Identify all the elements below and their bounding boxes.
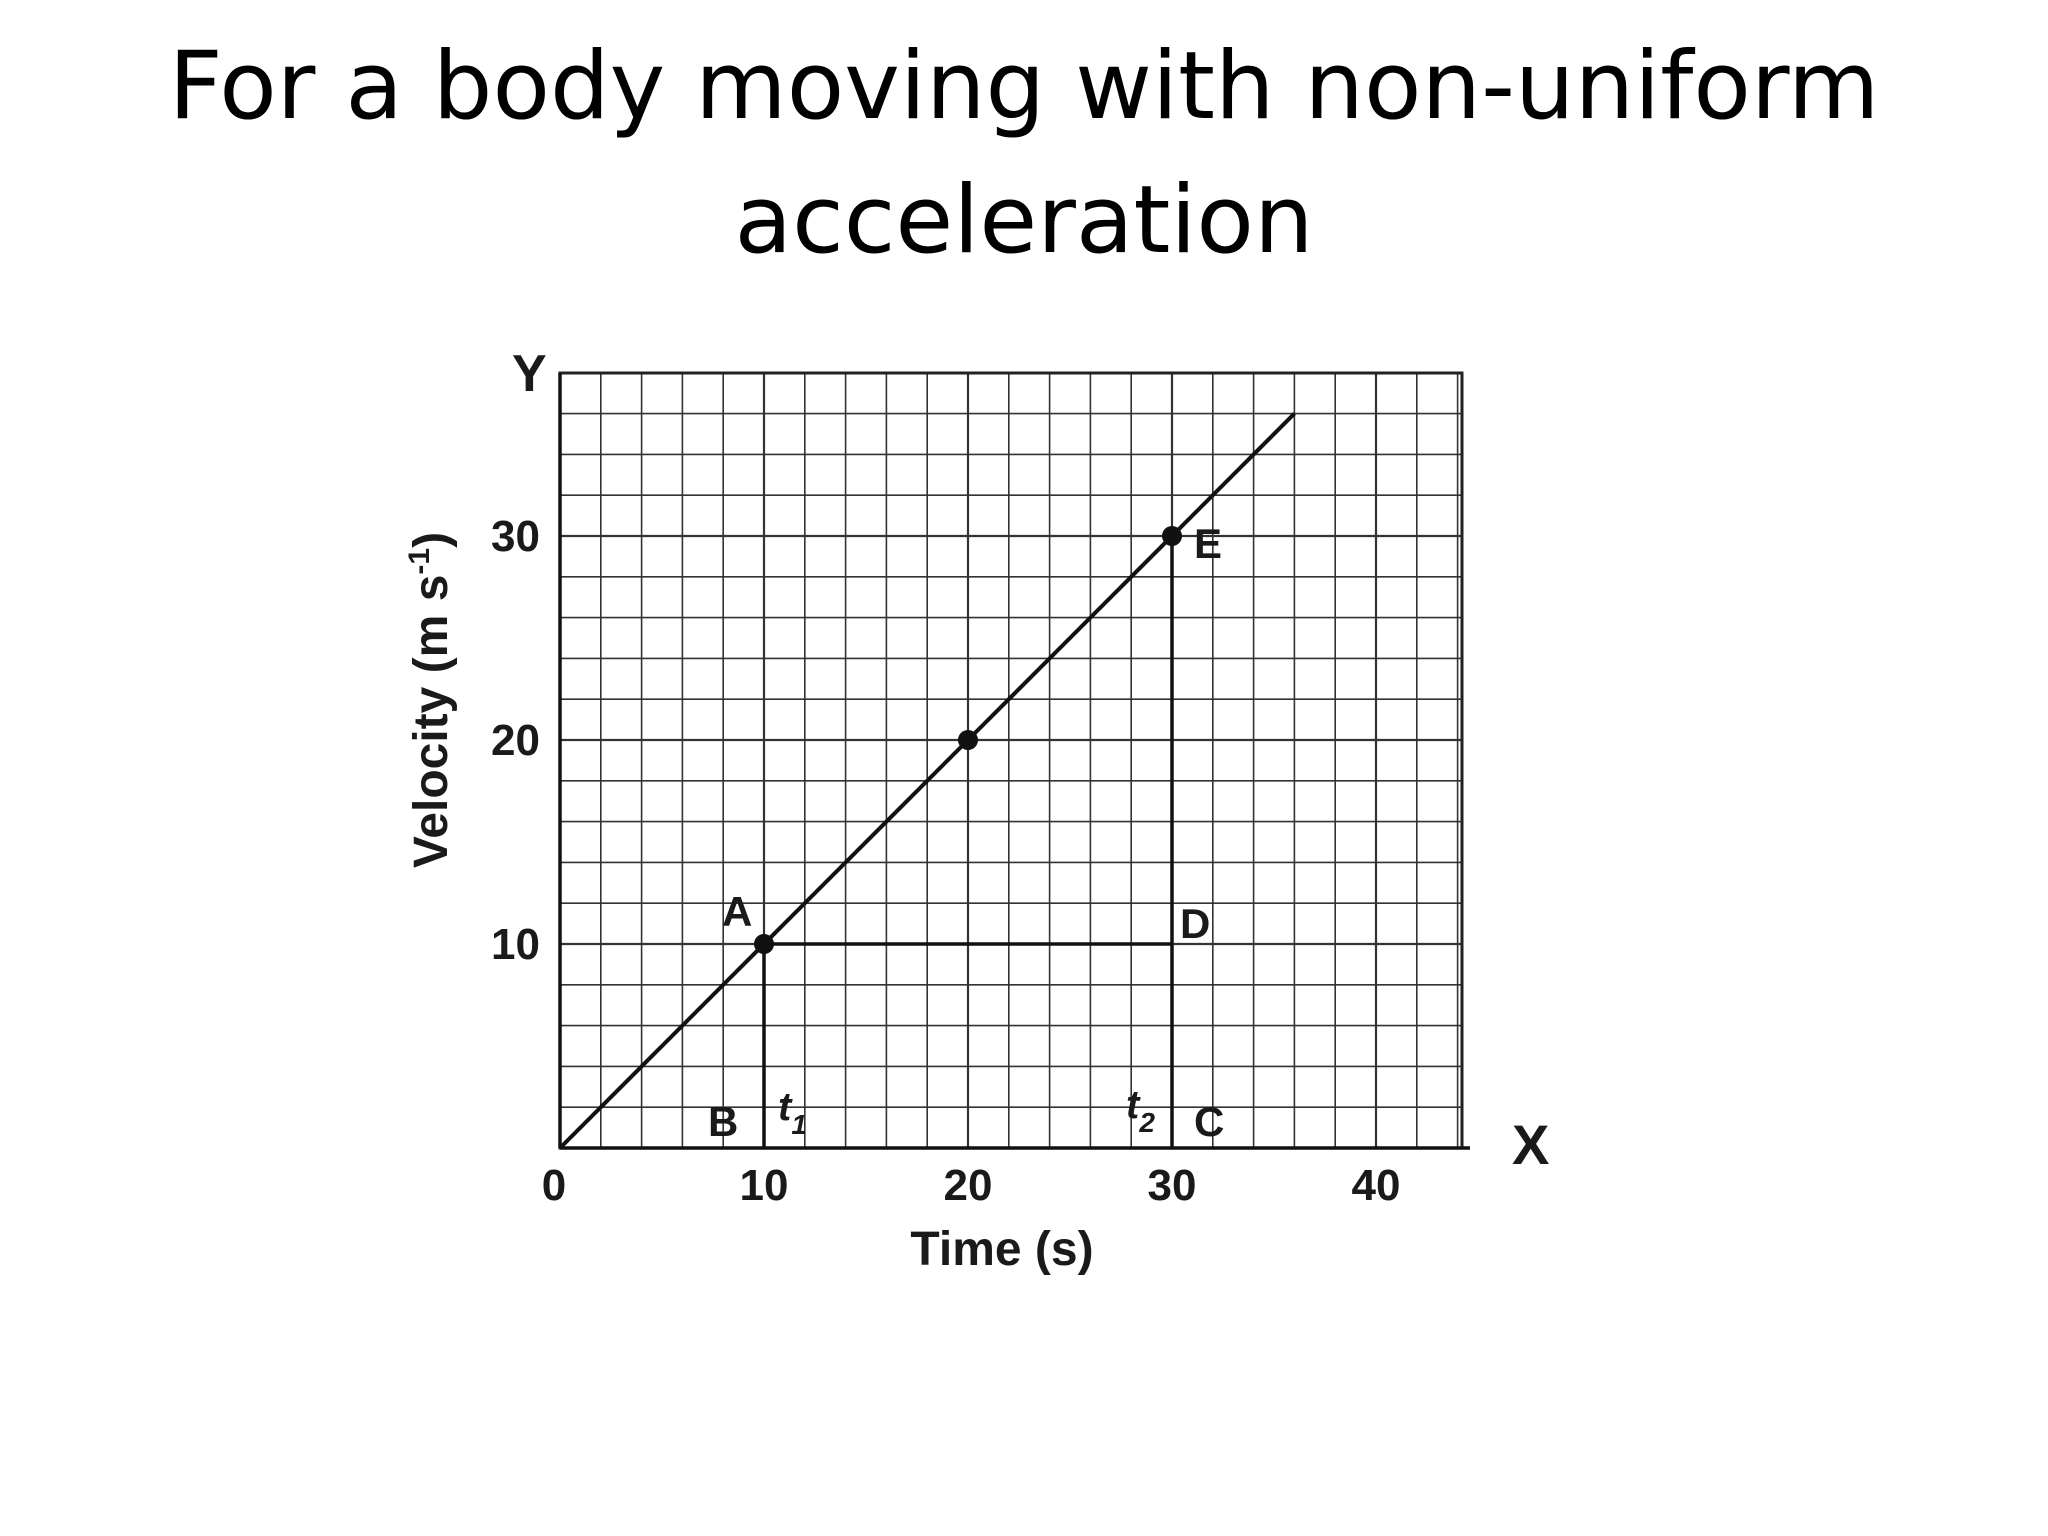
x-tick-label: 20 xyxy=(944,1161,993,1210)
y-axis-title: Velocity (m s-1) xyxy=(403,532,458,868)
origin-label: 0 xyxy=(542,1161,566,1210)
point-label-e: E xyxy=(1194,520,1222,567)
y-axis-title-sup: -1 xyxy=(403,548,436,575)
chart-marks xyxy=(558,373,1470,1150)
slide-title: For a body moving with non-uniform accel… xyxy=(0,20,2048,288)
point-label-d: D xyxy=(1180,900,1210,947)
point-label-c: C xyxy=(1194,1098,1224,1145)
y-axis-letter: Y xyxy=(512,345,547,403)
point-label-a: A xyxy=(722,888,752,935)
title-line-1: For a body moving with non-uniform xyxy=(168,32,1880,141)
x-axis-title: Time (s) xyxy=(910,1223,1093,1276)
y-tick-label: 20 xyxy=(491,716,540,765)
data-point-a xyxy=(754,934,774,954)
point-label-b: B xyxy=(708,1098,738,1145)
data-point-p1 xyxy=(958,730,978,750)
title-line-2: acceleration xyxy=(734,166,1314,275)
x-axis-letter: X xyxy=(1512,1113,1549,1176)
y-tick-label: 10 xyxy=(491,920,540,969)
t1-subscript: 1 xyxy=(791,1109,807,1140)
x-tick-label: 40 xyxy=(1352,1161,1401,1210)
grid xyxy=(560,373,1462,1148)
y-tick-label: 30 xyxy=(491,512,540,561)
chart-labels: A E D B Ct1 t2 10 20 30 40 10 20 30 0 X Y Time (s) Veloci… xyxy=(403,345,1549,1276)
y-axis-title-main: Velocity (m s xyxy=(405,575,458,868)
y-axis-title-close: ) xyxy=(405,532,458,548)
t2-subscript: 2 xyxy=(1138,1107,1155,1138)
x-tick-label: 30 xyxy=(1148,1161,1197,1210)
x-tick-label: 10 xyxy=(740,1161,789,1210)
data-point-e xyxy=(1162,526,1182,546)
plot-frame xyxy=(558,371,1464,1150)
t2-label: t2 xyxy=(1126,1083,1155,1138)
t1-label: t1 xyxy=(778,1085,807,1140)
